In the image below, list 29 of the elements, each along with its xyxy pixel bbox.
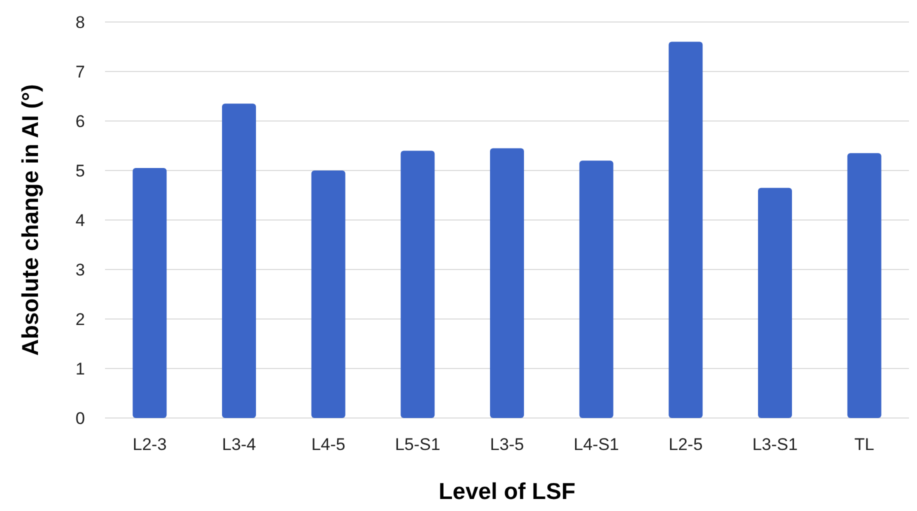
x-tick-label: L2-5 [668, 435, 703, 454]
y-tick-label: 8 [76, 12, 85, 32]
x-tick-label: L3-4 [222, 435, 256, 454]
y-tick-label: 0 [76, 408, 85, 428]
x-tick-label: L2-3 [132, 435, 167, 454]
y-tick-label: 5 [76, 161, 85, 180]
x-tick-label: L5-S1 [394, 435, 440, 454]
bar [132, 168, 167, 418]
bar [579, 160, 614, 418]
bar [400, 150, 435, 418]
x-tick-label: L4-S1 [574, 435, 620, 454]
bar [311, 170, 346, 418]
y-axis-title: Absolute change in AI (°) [17, 84, 43, 356]
x-tick-label: L3-S1 [752, 435, 798, 454]
bar [222, 104, 256, 418]
bar [758, 188, 792, 418]
x-tick-label: L4-5 [311, 435, 346, 454]
bar [847, 153, 882, 418]
y-tick-label: 1 [76, 359, 85, 378]
y-tick-label: 2 [76, 310, 85, 329]
bar [490, 148, 524, 418]
x-axis-title: Level of LSF [438, 478, 576, 504]
x-tick-label: TL [854, 435, 874, 454]
y-tick-label: 7 [76, 62, 85, 82]
y-tick-label: 3 [76, 260, 85, 280]
y-tick-label: 6 [76, 112, 85, 131]
y-tick-label: 4 [76, 210, 85, 230]
bar [668, 42, 703, 418]
x-tick-label: L3-5 [490, 435, 524, 454]
